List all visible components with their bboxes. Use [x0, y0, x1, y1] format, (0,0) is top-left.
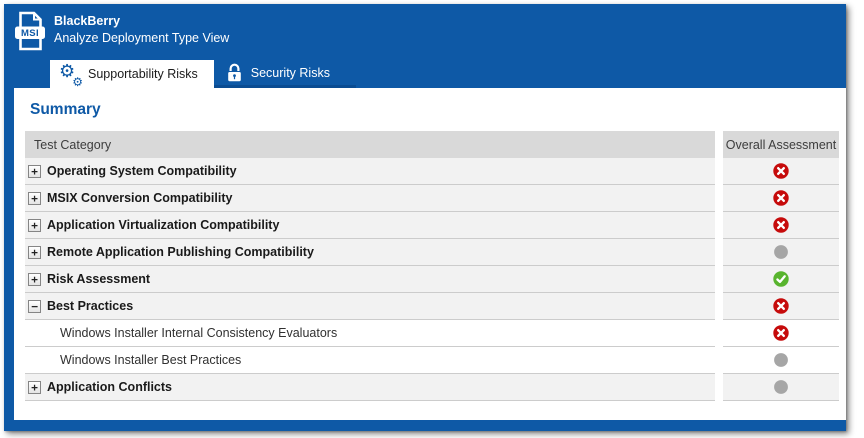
- table-row[interactable]: + Application Conflicts: [25, 374, 839, 401]
- not-run-status-icon: [773, 379, 789, 395]
- package-title: BlackBerry: [54, 14, 121, 28]
- error-status-icon: [773, 190, 789, 206]
- test-category-cell: + Application Conflicts: [25, 374, 715, 401]
- test-category-label: Windows Installer Internal Consistency E…: [60, 326, 338, 340]
- column-gap: [715, 185, 723, 212]
- column-gap: [715, 347, 723, 374]
- overall-assessment-cell: [723, 320, 839, 347]
- column-gap: [715, 293, 723, 320]
- table-row[interactable]: Windows Installer Internal Consistency E…: [25, 320, 839, 347]
- not-run-status-icon: [773, 352, 789, 368]
- test-category-cell: + Remote Application Publishing Compatibi…: [25, 239, 715, 266]
- overall-assessment-cell: [723, 347, 839, 374]
- tab-supportability-risks[interactable]: ⚙ ⚙ Supportability Risks: [50, 60, 214, 88]
- table-row[interactable]: Windows Installer Best Practices: [25, 347, 839, 374]
- collapse-toggle-icon[interactable]: −: [28, 299, 41, 313]
- tab-security-risks[interactable]: Security Risks: [213, 60, 356, 88]
- test-category-cell: + MSIX Conversion Compatibility: [25, 185, 715, 212]
- table-row[interactable]: + MSIX Conversion Compatibility: [25, 185, 839, 212]
- test-category-label: MSIX Conversion Compatibility: [47, 191, 233, 205]
- error-status-icon: [773, 325, 789, 341]
- column-gap: [715, 212, 723, 239]
- gears-icon: ⚙ ⚙: [59, 61, 83, 89]
- test-category-cell: + Operating System Compatibility: [25, 158, 715, 185]
- msi-label: MSI: [21, 28, 39, 39]
- test-category-label: Windows Installer Best Practices: [60, 353, 242, 367]
- overall-assessment-cell: [723, 212, 839, 239]
- pass-status-icon: [773, 271, 789, 287]
- table-body: + Operating System Compatibility + MSIX Con…: [25, 158, 839, 401]
- test-category-cell: + Application Virtualization Compatibilit…: [25, 212, 715, 239]
- summary-heading: Summary: [30, 101, 101, 118]
- header: MSI BlackBerry Analyze Deployment Type V…: [4, 4, 846, 88]
- table-row[interactable]: + Application Virtualization Compatibilit…: [25, 212, 839, 239]
- expand-toggle-icon[interactable]: +: [28, 218, 41, 232]
- error-status-icon: [773, 163, 789, 179]
- overall-assessment-cell: [723, 266, 839, 293]
- table-row[interactable]: − Best Practices: [25, 293, 839, 320]
- column-gap: [715, 239, 723, 266]
- overall-assessment-cell: [723, 158, 839, 185]
- assessment-table: Test Category Overall Assessment + Operat…: [25, 131, 839, 401]
- tab-label: Supportability Risks: [88, 67, 198, 81]
- column-header-overall-assessment: Overall Assessment: [723, 131, 839, 158]
- error-status-icon: [773, 217, 789, 233]
- summary-panel: Summary Test Category Overall Assessment…: [14, 88, 846, 420]
- table-row[interactable]: + Risk Assessment: [25, 266, 839, 293]
- test-category-label: Remote Application Publishing Compatibil…: [47, 245, 314, 259]
- expand-toggle-icon[interactable]: +: [28, 245, 41, 259]
- test-category-cell: + Risk Assessment: [25, 266, 715, 293]
- test-category-cell: Windows Installer Internal Consistency E…: [25, 320, 715, 347]
- error-status-icon: [773, 298, 789, 314]
- test-category-cell: Windows Installer Best Practices: [25, 347, 715, 374]
- expand-toggle-icon[interactable]: +: [28, 380, 41, 394]
- not-run-status-icon: [773, 244, 789, 260]
- test-category-label: Operating System Compatibility: [47, 164, 237, 178]
- tab-label: Security Risks: [250, 65, 330, 80]
- column-gap: [715, 131, 723, 158]
- title-block: BlackBerry Analyze Deployment Type View: [54, 13, 229, 46]
- app-window: MSI BlackBerry Analyze Deployment Type V…: [4, 4, 846, 431]
- table-row[interactable]: + Operating System Compatibility: [25, 158, 839, 185]
- test-category-label: Risk Assessment: [47, 272, 151, 286]
- overall-assessment-cell: [723, 293, 839, 320]
- lock-icon: [226, 63, 243, 82]
- table-header-row: Test Category Overall Assessment: [25, 131, 839, 158]
- column-header-test-category: Test Category: [25, 131, 715, 158]
- view-subtitle: Analyze Deployment Type View: [54, 31, 230, 45]
- test-category-cell: − Best Practices: [25, 293, 715, 320]
- test-category-label: Best Practices: [47, 299, 134, 313]
- test-category-label: Application Virtualization Compatibility: [47, 218, 280, 232]
- overall-assessment-cell: [723, 185, 839, 212]
- overall-assessment-cell: [723, 239, 839, 266]
- tab-bar: ⚙ ⚙ Supportability Risks Security Risks: [50, 60, 356, 88]
- column-gap: [715, 158, 723, 185]
- expand-toggle-icon[interactable]: +: [28, 191, 41, 205]
- msi-file-icon: MSI: [14, 10, 46, 52]
- expand-toggle-icon[interactable]: +: [28, 272, 41, 286]
- table-row[interactable]: + Remote Application Publishing Compatibi…: [25, 239, 839, 266]
- column-gap: [715, 320, 723, 347]
- test-category-label: Application Conflicts: [47, 380, 172, 394]
- column-gap: [715, 266, 723, 293]
- overall-assessment-cell: [723, 374, 839, 401]
- expand-toggle-icon[interactable]: +: [28, 164, 41, 178]
- column-gap: [715, 374, 723, 401]
